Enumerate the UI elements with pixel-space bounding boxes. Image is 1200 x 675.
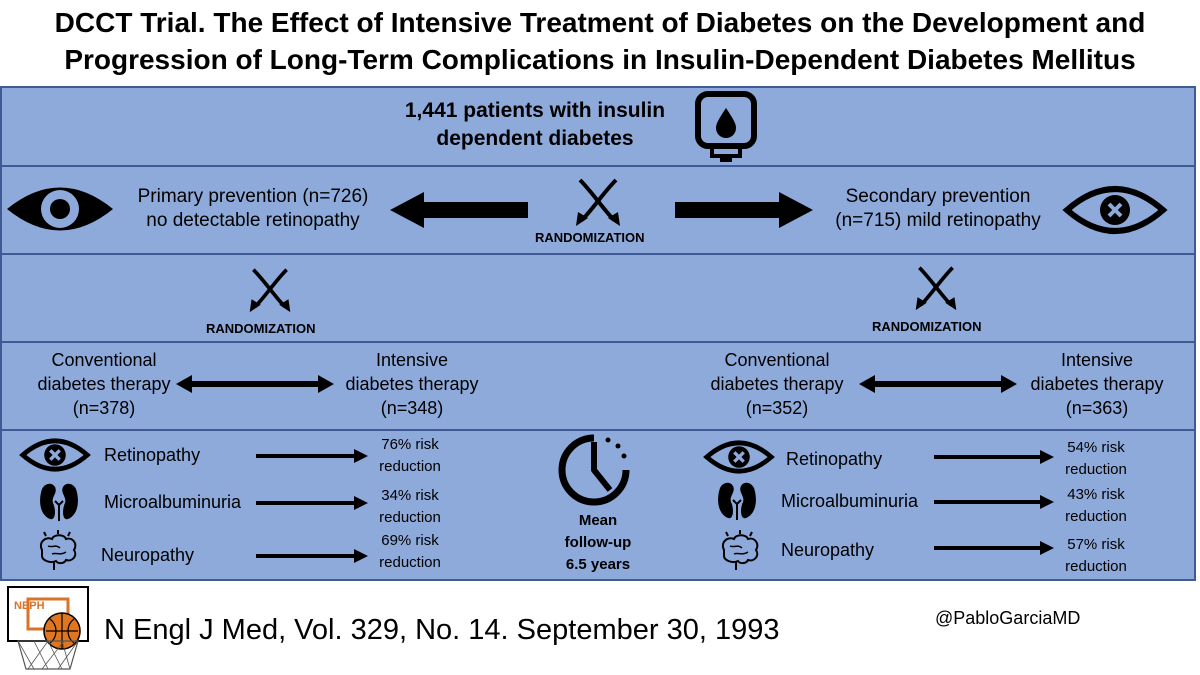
reference: N Engl J Med, Vol. 329, No. 14. Septembe…	[104, 614, 780, 646]
right-outcome-microalbuminuria: Microalbuminuria	[781, 491, 919, 511]
left-risk-neuropathy: 69% risk reduction	[379, 532, 441, 571]
left-risk-microalbuminuria: 34% risk reduction	[379, 487, 441, 526]
followup-text: Mean follow-up 6.5 years	[564, 512, 632, 573]
right-conventional-group: Conventional diabetes therapy (n=352)	[710, 350, 844, 418]
left-outcome-microalbuminuria: Microalbuminuria	[104, 492, 242, 512]
eye-cross-icon	[1062, 186, 1168, 234]
brain-icon-right	[722, 530, 759, 570]
arrow-right-neuropathy	[934, 541, 1054, 555]
clock-icon	[558, 434, 630, 506]
arrow-left-retinopathy	[256, 449, 368, 463]
glucometer-icon	[695, 91, 757, 162]
title-line-1: DCCT Trial. The Effect of Intensive Trea…	[54, 7, 1146, 38]
shuffle-icon-right	[915, 266, 957, 311]
title-line-2: Progression of Long-Term Complications i…	[64, 44, 1136, 75]
randomization-label-right: RANDOMIZATION	[872, 319, 982, 334]
logo-text: NEPH	[14, 600, 45, 612]
right-risk-neuropathy: 57% risk reduction	[1065, 536, 1127, 575]
left-outcome-neuropathy: Neuropathy	[101, 545, 195, 565]
left-intensive-group: Intensive diabetes therapy (n=348)	[345, 350, 479, 418]
kidney-icon-right	[718, 482, 756, 520]
double-arrow-right	[859, 375, 1017, 393]
right-outcome-retinopathy: Retinopathy	[786, 449, 883, 469]
shuffle-icon-left	[249, 268, 291, 313]
title: DCCT Trial. The Effect of Intensive Trea…	[0, 4, 1200, 78]
eye-cross-icon-right	[703, 440, 775, 474]
band-patients	[0, 86, 1196, 167]
right-intensive-group: Intensive diabetes therapy (n=363)	[1030, 350, 1164, 418]
primary-prevention-text: Primary prevention (n=726) no detectable…	[137, 186, 369, 231]
shuffle-icon-top	[576, 178, 620, 226]
kidney-icon-left	[40, 483, 78, 521]
secondary-prevention-text: Secondary prevention (n=715) mild retino…	[835, 186, 1041, 231]
right-outcome-neuropathy: Neuropathy	[781, 540, 875, 560]
twitter-handle: @PabloGarciaMD	[935, 608, 1081, 628]
left-outcome-retinopathy: Retinopathy	[104, 445, 201, 465]
band-randomization	[0, 253, 1196, 343]
eye-icon	[7, 187, 113, 231]
patients-text: 1,441 patients with insulin dependent di…	[404, 99, 666, 150]
arrow-right-retinopathy	[934, 450, 1054, 464]
arrow-right-microalbuminuria	[934, 495, 1054, 509]
right-risk-microalbuminuria: 43% risk reduction	[1065, 486, 1127, 525]
right-risk-retinopathy: 54% risk reduction	[1065, 439, 1127, 478]
basketball-hoop-logo: NEPH	[7, 586, 89, 670]
double-arrow-left	[176, 375, 334, 393]
eye-cross-icon-left	[19, 438, 91, 472]
brain-icon-left	[40, 530, 77, 570]
arrow-left-microalbuminuria	[256, 496, 368, 510]
randomization-label-left: RANDOMIZATION	[206, 321, 316, 336]
band-prevention	[0, 165, 1196, 255]
arrow-left-neuropathy	[256, 549, 368, 563]
left-risk-retinopathy: 76% risk reduction	[379, 436, 441, 475]
arrow-left-primary	[390, 192, 528, 228]
arrow-right-secondary	[675, 192, 813, 228]
left-conventional-group: Conventional diabetes therapy (n=378)	[37, 350, 171, 418]
randomization-label-top: RANDOMIZATION	[535, 230, 645, 245]
